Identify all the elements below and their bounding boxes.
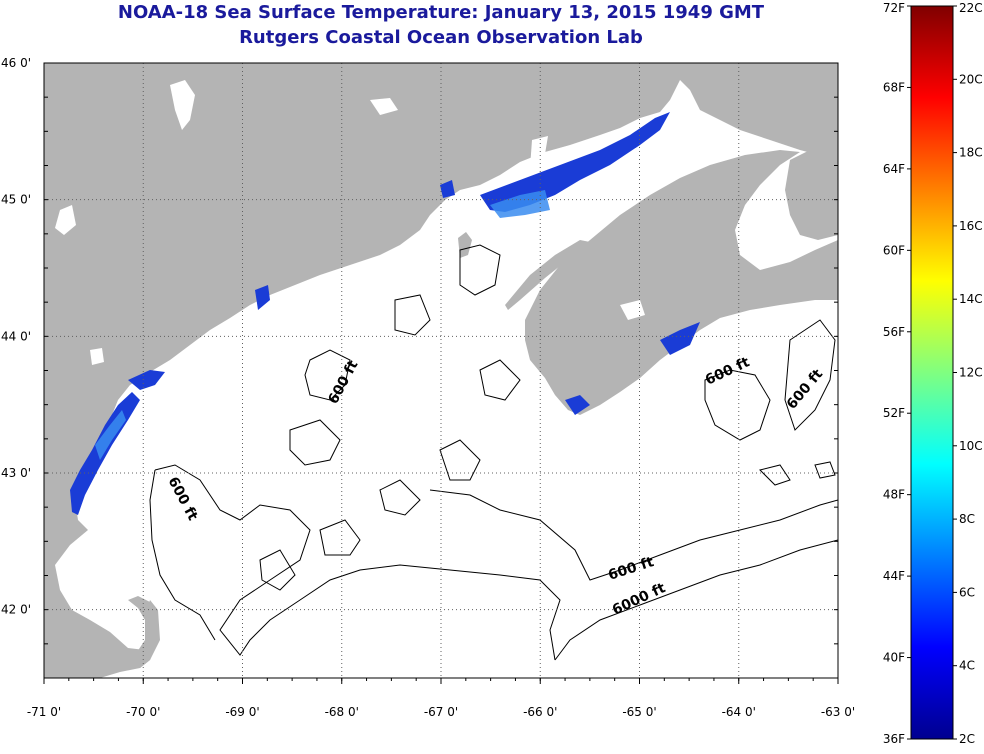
lat-tick-label: 44 0' [1, 329, 31, 343]
graticule [44, 63, 838, 678]
lon-tick-label: -66 0' [523, 705, 557, 719]
colorbar-c-label: 2C [959, 732, 975, 746]
land-cape-cod [128, 596, 158, 668]
sst-swaths [70, 112, 700, 515]
land-digby-neck [505, 240, 590, 310]
colorbar-c-label: 14C [959, 292, 983, 306]
colorbar-c-label: 10C [959, 439, 983, 453]
lat-tick-label: 46 0' [1, 56, 31, 70]
colorbar-f-label: 40F [883, 651, 905, 665]
colorbar-fahrenheit-labels: 72F 68F 64F 60F 56F 52F 48F 44F 40F 36F [883, 1, 911, 746]
map-title: NOAA-18 Sea Surface Temperature: January… [117, 2, 765, 23]
colorbar-c-label: 8C [959, 512, 975, 526]
lat-tick-label: 43 0' [1, 466, 31, 480]
colorbar-f-label: 44F [883, 569, 905, 583]
lon-tick-label: -71 0' [27, 705, 61, 719]
colorbar-f-label: 56F [883, 325, 905, 339]
lon-tick-label: -67 0' [424, 705, 458, 719]
colorbar-c-label: 16C [959, 219, 983, 233]
colorbar-c-label: 20C [959, 72, 983, 86]
land-grand-manan [458, 232, 472, 258]
lon-tick-label: -70 0' [126, 705, 160, 719]
colorbar-c-label: 18C [959, 146, 983, 160]
lat-tick-label: 45 0' [1, 193, 31, 207]
colorbar-celsius-labels: 22C 20C 18C 16C 14C 12C 10C 8C 6C 4C 2C [953, 1, 983, 746]
colorbar-c-label: 22C [959, 1, 983, 15]
colorbar-f-label: 52F [883, 406, 905, 420]
colorbar-f-label: 64F [883, 162, 905, 176]
land-cape-breton [785, 145, 838, 240]
colorbar-f-label: 60F [883, 243, 905, 257]
colorbar-f-label: 48F [883, 488, 905, 502]
colorbar-c-label: 12C [959, 366, 983, 380]
colorbar [910, 5, 954, 740]
colorbar-c-label: 4C [959, 659, 975, 673]
colorbar-f-label: 72F [883, 1, 905, 15]
lon-tick-label: -63 0' [821, 705, 855, 719]
latitude-axis: 46 0' 45 0' 44 0' 43 0' 42 0' [1, 56, 838, 679]
lon-tick-label: -64 0' [722, 705, 756, 719]
colorbar-f-label: 68F [883, 80, 905, 94]
inland-lakes [55, 80, 786, 365]
lon-tick-label: -68 0' [325, 705, 359, 719]
lon-tick-label: -65 0' [622, 705, 656, 719]
land-mainland [44, 63, 838, 678]
longitude-axis: -71 0' -70 0' -69 0' -68 0' -67 0' -66 0' -65 … [27, 678, 855, 719]
colorbar-c-label: 6C [959, 585, 975, 599]
lat-tick-label: 42 0' [1, 603, 31, 617]
colorbar-f-label: 36F [883, 732, 905, 746]
map-subtitle: Rutgers Coastal Ocean Observation Lab [239, 27, 643, 48]
land-nova-scotia [525, 150, 838, 415]
bathymetry-contours [149, 244, 838, 661]
lon-tick-label: -69 0' [225, 705, 259, 719]
